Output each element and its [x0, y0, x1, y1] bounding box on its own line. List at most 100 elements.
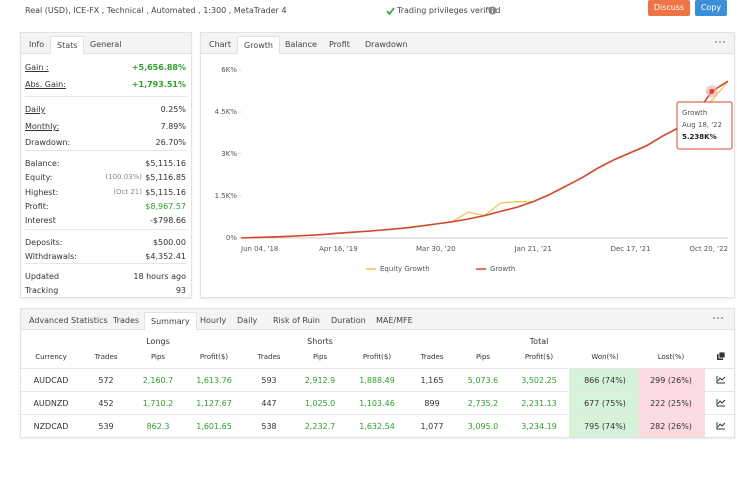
stat-label: Tracking	[25, 286, 59, 295]
summary-tab[interactable]: MAE/MFE	[376, 316, 413, 325]
x-tick-label: Oct 20, '22	[689, 245, 728, 253]
column-header: Pips	[312, 353, 328, 361]
stat-value: $5,115.16	[145, 188, 186, 197]
tooltip-series: Growth	[682, 109, 707, 117]
y-tick-label: 0%	[226, 234, 237, 242]
summary-tab[interactable]: Daily	[237, 316, 258, 325]
series-line	[240, 80, 729, 239]
stat-label: Equity:	[25, 173, 53, 182]
column-header: Pips	[475, 353, 491, 361]
group-header: Longs	[146, 337, 170, 346]
separator	[25, 263, 187, 264]
chart-tab[interactable]: Drawdown	[365, 40, 408, 49]
copy-button[interactable]: Copy	[695, 0, 727, 16]
stat-label: Deposits:	[25, 238, 63, 247]
chart-tab[interactable]: Balance	[285, 40, 317, 49]
stat-value: $8,967.57	[145, 202, 186, 211]
table-cell: 3,095.0	[467, 422, 499, 431]
discuss-button[interactable]: Discuss	[648, 0, 690, 16]
tooltip: Growth Aug 18, '22 5.238K%	[676, 101, 733, 150]
table-cell: 1,710.2	[142, 399, 174, 408]
chart-tabs: Chart Growth Balance Profit Drawdown	[201, 33, 734, 54]
row-separator	[21, 368, 734, 369]
table-cell: 1,601.65	[196, 422, 232, 431]
stat-label: Withdrawals:	[25, 252, 77, 261]
y-tick-label: 1.5K%	[215, 192, 238, 200]
table-cell: 866 (74%)	[584, 376, 626, 385]
group-header: Shorts	[307, 337, 333, 346]
table-cell: 1,025.0	[304, 399, 336, 408]
stat-value: $5,115.16	[145, 159, 186, 168]
summary-tab[interactable]: Summary	[144, 312, 197, 330]
stat-value: $5,116.85	[145, 173, 186, 182]
column-header: Trades	[257, 353, 281, 361]
summary-tab[interactable]: Trades	[113, 316, 140, 325]
x-tick-label: Mar 30, '20	[416, 245, 456, 253]
table-cell: AUDCAD	[33, 376, 69, 385]
menu-dots	[715, 41, 725, 43]
table-cell: 572	[98, 376, 114, 385]
stat-label: Daily	[25, 105, 46, 114]
column-header: Profit($)	[362, 353, 392, 361]
column-header: Trades	[94, 353, 118, 361]
stat-value: +5,656.88%	[131, 63, 186, 72]
table-cell: 2,160.7	[142, 376, 174, 385]
stat-value: $4,352.41	[145, 252, 186, 261]
chart-tab[interactable]: Chart	[209, 40, 231, 49]
won-bg	[569, 368, 639, 437]
stat-value: +1,793.51%	[131, 80, 186, 89]
x-tick-label: Dec 17, '21	[611, 245, 651, 253]
chart-panel: Chart Growth Balance Profit Drawdown 0% 1.5K%…	[200, 32, 735, 298]
menu-dots	[713, 317, 723, 319]
chart-icon[interactable]	[716, 375, 726, 384]
stat-value: 18 hours ago	[133, 272, 186, 281]
copy-icon[interactable]	[716, 352, 726, 361]
summary-tab[interactable]: Advanced Statistics	[29, 316, 108, 325]
table-cell: 282 (26%)	[650, 422, 692, 431]
row-separator	[21, 414, 734, 415]
chart-icon[interactable]	[716, 398, 726, 407]
account-info: Real (USD), ICE-FX , Technical , Automat…	[25, 6, 287, 15]
chart-icon[interactable]	[716, 421, 726, 430]
table-cell: 677 (75%)	[584, 399, 626, 408]
table-cell: 1,632.54	[359, 422, 395, 431]
stats-tab[interactable]: Info	[29, 40, 45, 49]
stat-value: 93	[175, 286, 186, 295]
table-cell: 5,073.6	[467, 376, 499, 385]
table-cell: 538	[261, 422, 277, 431]
column-header: Currency	[35, 353, 67, 361]
column-header: Lost(%)	[657, 353, 685, 361]
summary-tabs: Advanced Statistics Trades Summary Hourly Da…	[21, 309, 734, 330]
chart-tab[interactable]: Growth	[237, 36, 280, 54]
stat-label: Drawdown:	[25, 138, 71, 147]
lost-bg	[639, 368, 705, 437]
summary-tab[interactable]: Risk of Ruin	[273, 316, 320, 325]
stat-value: 7.89%	[160, 122, 186, 131]
x-tick-label: Jun 04, '18	[240, 245, 278, 253]
summary-tab[interactable]: Duration	[331, 316, 366, 325]
column-header: Pips	[150, 353, 166, 361]
stats-tab[interactable]: Stats	[50, 36, 85, 54]
chart-tab[interactable]: Profit	[329, 40, 350, 49]
tooltip-value: 5.238K%	[682, 133, 717, 141]
y-tick-label: 6K%	[221, 66, 237, 74]
table-cell: 2,735.2	[467, 399, 499, 408]
table-cell: 539	[98, 422, 114, 431]
stat-note: (Oct 21)	[113, 188, 142, 196]
stat-value: $500.00	[152, 238, 186, 247]
tooltip-date: Aug 18, '22	[682, 121, 722, 129]
separator	[25, 150, 187, 151]
info-icon	[488, 6, 497, 15]
column-header: Profit($)	[524, 353, 554, 361]
table-cell: AUDNZD	[33, 399, 69, 408]
column-header: Won(%)	[591, 353, 619, 361]
table-cell: 862.3	[146, 422, 170, 431]
table-cell: 1,077	[420, 422, 444, 431]
growth-chart: 0% 1.5K% 3K% 4.5K% 6K% Jun 04, '18 Apr 16, '19…	[215, 41, 733, 273]
stats-tab[interactable]: General	[90, 40, 122, 49]
table-cell: NZDCAD	[33, 422, 69, 431]
stat-label: Updated	[25, 272, 60, 281]
summary-tab[interactable]: Hourly	[200, 316, 227, 325]
stat-label: Profit:	[25, 202, 49, 211]
tooltip-box	[676, 101, 733, 150]
